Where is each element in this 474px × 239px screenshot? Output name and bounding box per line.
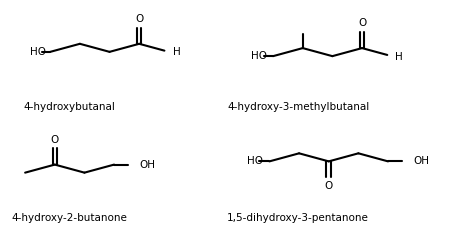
Text: H: H [395,52,403,62]
Text: OH: OH [413,156,429,166]
Text: HO: HO [246,156,263,166]
Text: 4-hydroxy-3-methylbutanal: 4-hydroxy-3-methylbutanal [227,102,369,112]
Text: O: O [358,18,366,28]
Text: H: H [173,47,181,57]
Text: HO: HO [30,47,46,57]
Text: 1,5-dihydroxy-3-pentanone: 1,5-dihydroxy-3-pentanone [227,213,369,223]
Text: O: O [51,135,59,145]
Text: 4-hydroxybutanal: 4-hydroxybutanal [24,102,116,112]
Text: HO: HO [251,51,267,61]
Text: OH: OH [139,160,155,170]
Text: 4-hydroxy-2-butanone: 4-hydroxy-2-butanone [12,213,128,223]
Text: O: O [325,181,333,191]
Text: O: O [135,14,143,24]
